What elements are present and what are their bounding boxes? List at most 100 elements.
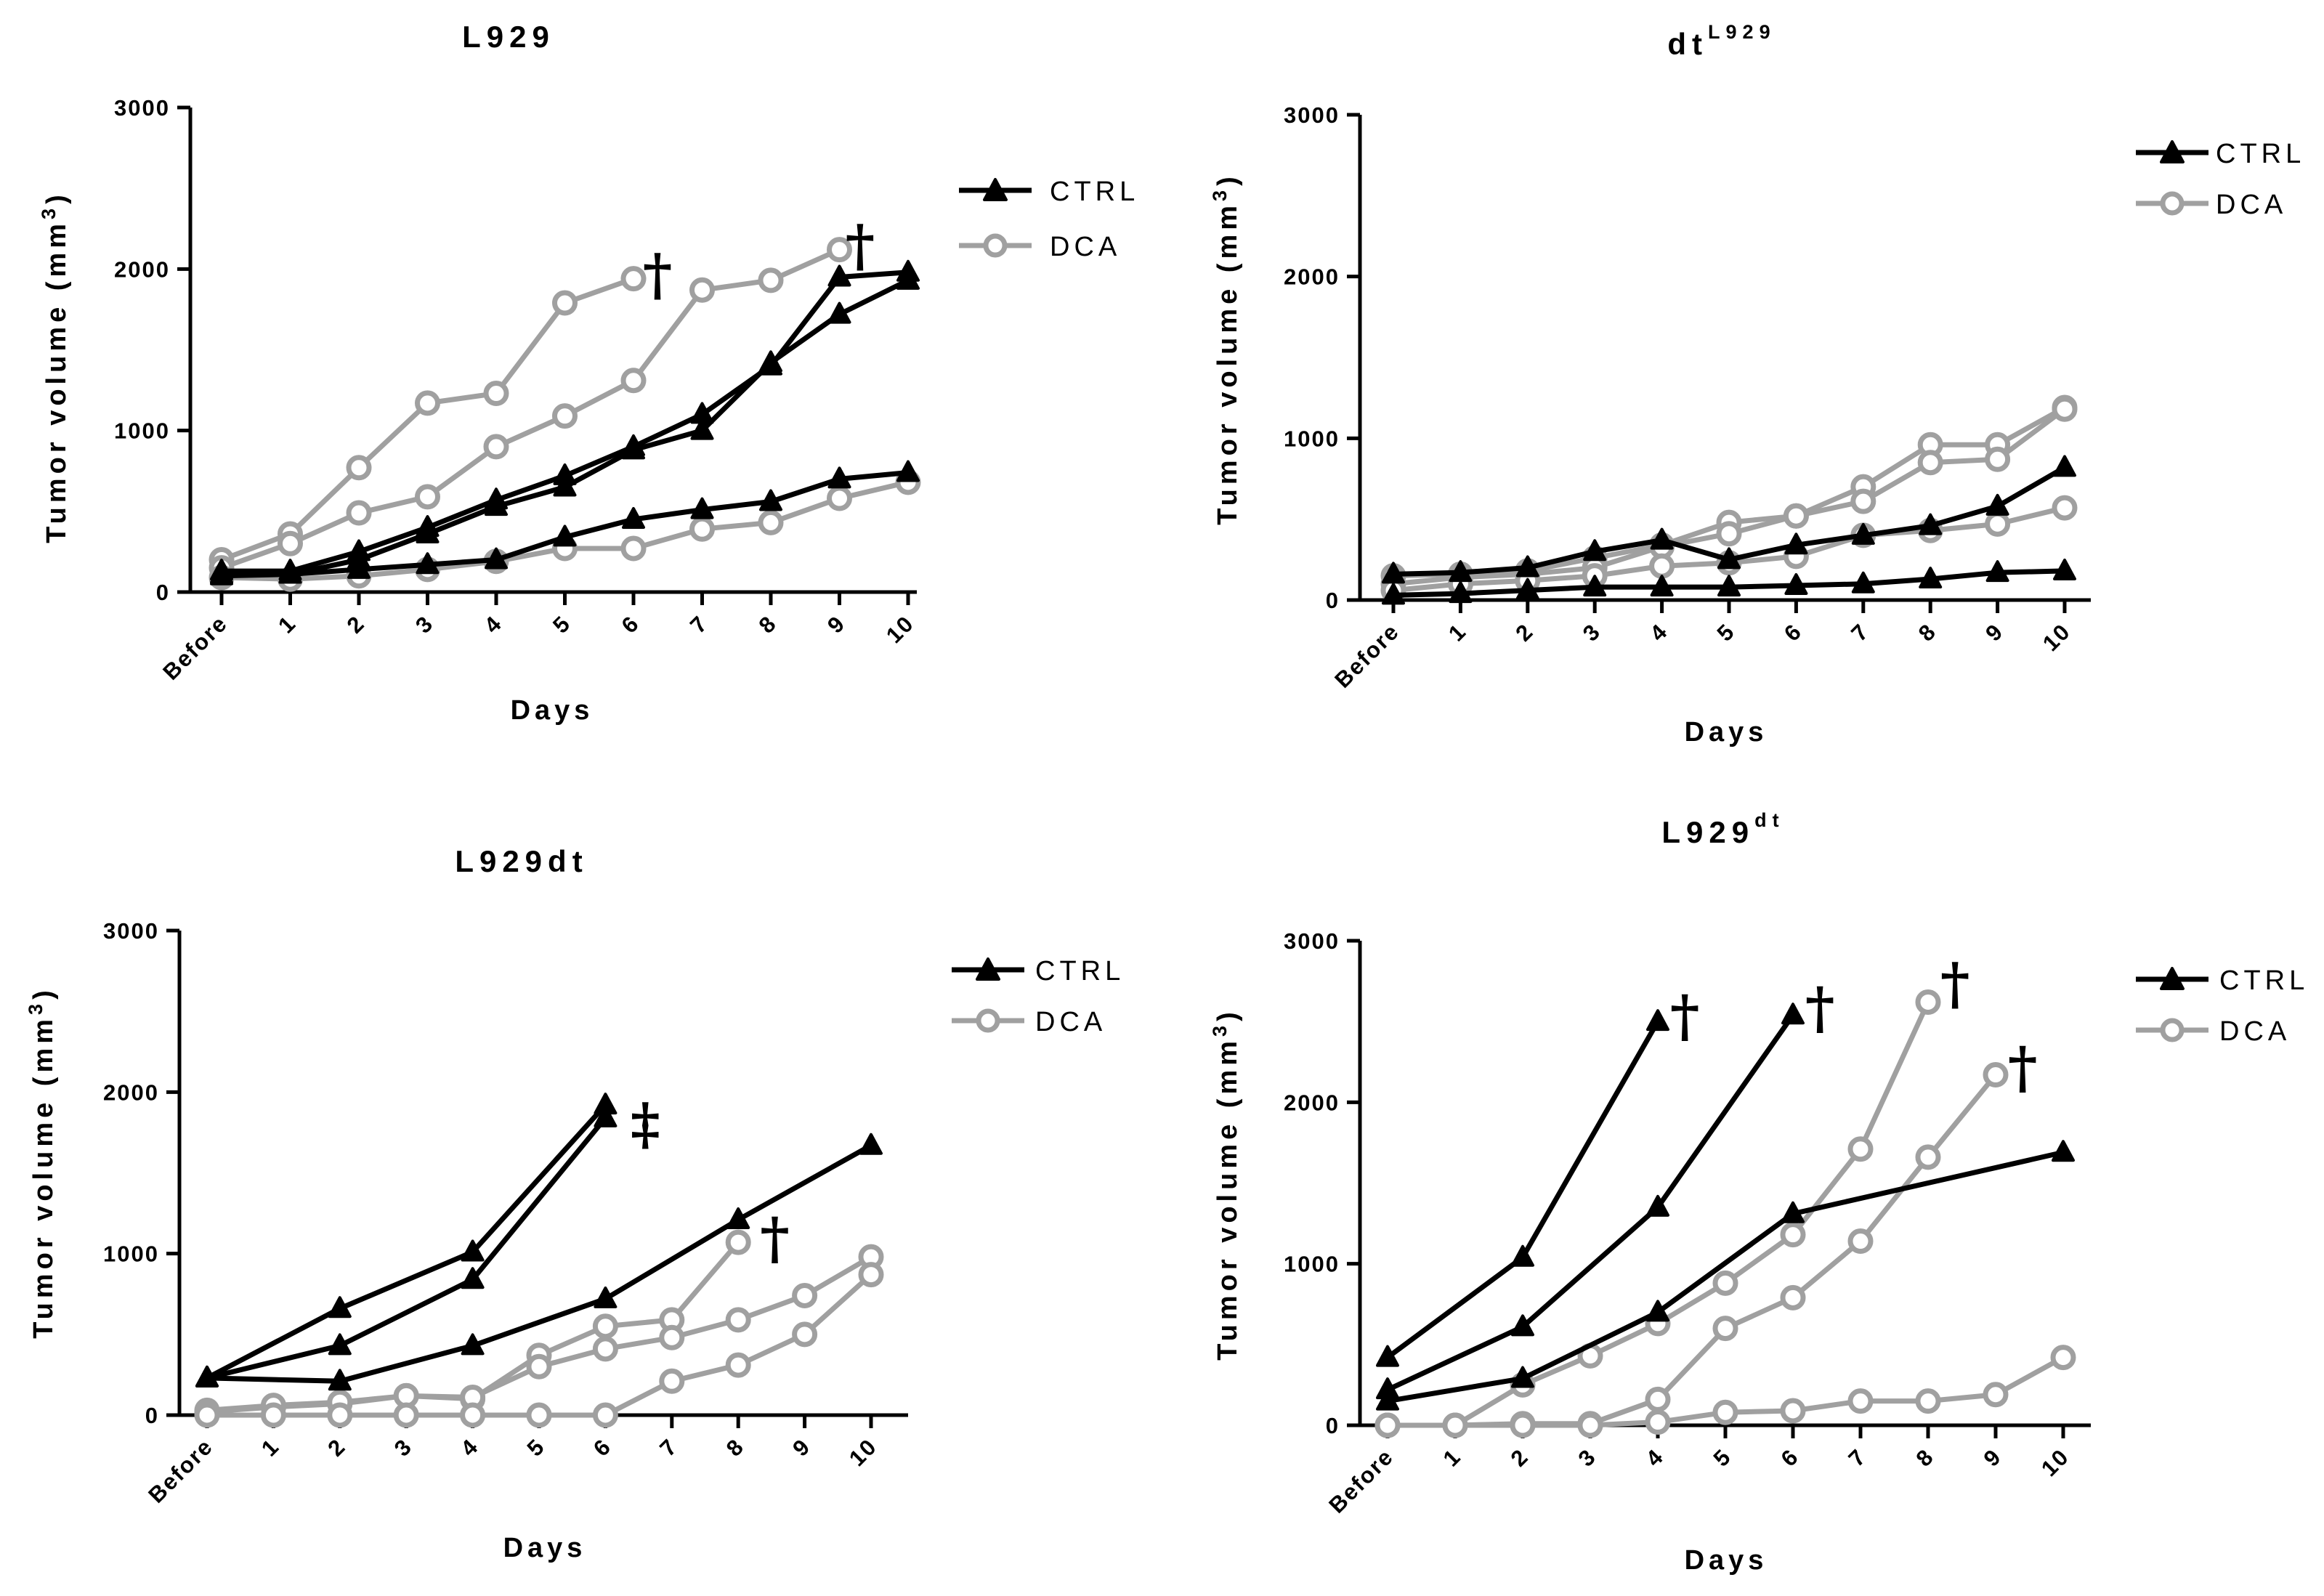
chart-panel-l929-dt-sup: L929dt Tumor volume (mm3) Days 0 1000 2000… <box>1209 809 2304 1576</box>
data-point <box>859 1133 883 1155</box>
legend-ctrl-marker <box>2160 140 2185 163</box>
x-tick-label: 7 <box>1846 618 1874 646</box>
series-ctrl <box>195 1105 618 1388</box>
data-point <box>1985 446 2011 472</box>
data-point <box>260 1402 286 1428</box>
data-point <box>1712 1316 1738 1342</box>
x-tick-label: 1 <box>273 610 301 638</box>
data-point <box>758 267 784 293</box>
data-point <box>194 1402 220 1428</box>
death-marker: † <box>1805 975 1835 1041</box>
data-point <box>1983 1062 2009 1088</box>
y-tick-label: 2000 <box>1284 264 1340 290</box>
data-point <box>594 1286 618 1308</box>
data-point <box>2052 396 2078 422</box>
x-tick-label: 10 <box>881 610 919 648</box>
data-point <box>1983 1382 2009 1408</box>
data-point <box>1847 1136 1874 1162</box>
series-ctrl <box>195 1093 618 1388</box>
data-point <box>858 1262 884 1288</box>
data-point <box>416 521 440 543</box>
x-tick-label: 4 <box>1641 1443 1669 1471</box>
data-point <box>1515 578 1539 600</box>
legend-dca-label: DCA <box>2219 1016 2291 1047</box>
data-point <box>1919 513 1943 535</box>
data-point <box>1919 567 1943 589</box>
y-tick-label: 0 <box>145 1403 159 1428</box>
data-point <box>1780 1222 1806 1248</box>
x-tick-label: 7 <box>1844 1443 1871 1471</box>
data-point <box>592 1313 618 1340</box>
data-point <box>461 1333 485 1356</box>
series-ctrl <box>1382 455 2076 584</box>
data-point <box>2050 1345 2076 1371</box>
data-point <box>689 277 715 303</box>
data-point <box>552 290 578 316</box>
data-point <box>278 562 302 584</box>
y-tick-label: 2000 <box>103 1079 159 1105</box>
chart-title: L929dt <box>455 844 588 878</box>
x-axis-label: Days <box>503 1533 587 1563</box>
data-point <box>1382 583 1405 605</box>
data-point <box>1511 1314 1534 1337</box>
data-point <box>592 1336 618 1362</box>
chart-title: dtL929 <box>1667 21 1776 61</box>
legend-dca-label: DCA <box>1035 1007 1106 1037</box>
data-point <box>415 484 440 510</box>
data-point <box>1449 560 1473 583</box>
x-tick-label: 2 <box>1506 1443 1534 1471</box>
data-point <box>2053 558 2076 580</box>
data-point <box>526 1402 552 1428</box>
x-tick-label: 10 <box>2038 618 2076 656</box>
data-point <box>659 1324 685 1350</box>
data-point <box>725 1352 751 1378</box>
data-point <box>725 1229 751 1255</box>
data-point <box>1510 1412 1536 1438</box>
data-point <box>553 474 577 497</box>
data-point <box>759 489 782 511</box>
series-ctrl <box>1376 1140 2075 1411</box>
data-point <box>1712 1399 1738 1425</box>
legend-dca-marker <box>983 233 1008 258</box>
data-point <box>1376 1388 1399 1411</box>
x-tick-label: 3 <box>1578 618 1606 646</box>
series-line <box>204 1102 608 1381</box>
data-point <box>1717 575 1741 597</box>
death-marker: † <box>643 242 673 308</box>
data-point <box>1376 1345 1399 1367</box>
x-tick-label: 8 <box>721 1433 749 1461</box>
data-point <box>1511 1244 1534 1267</box>
legend-dca-marker <box>2160 191 2185 216</box>
data-point <box>347 556 371 579</box>
x-tick-label: 6 <box>617 610 644 638</box>
x-tick-label: 2 <box>342 610 370 638</box>
legend-dca-marker <box>976 1008 1000 1033</box>
legend-ctrl-marker <box>2160 967 2185 990</box>
x-tick-label: 9 <box>822 610 850 638</box>
y-tick-label: 3000 <box>1284 102 1340 128</box>
x-tick-label: Before <box>158 610 232 685</box>
data-point <box>1780 1284 1806 1311</box>
x-tick-label: 3 <box>389 1433 417 1461</box>
y-tick-label: 3000 <box>103 918 159 944</box>
x-tick-label: 6 <box>1779 618 1807 646</box>
data-point <box>460 1402 486 1428</box>
data-point <box>1985 560 2009 583</box>
data-point <box>725 1307 751 1333</box>
data-point <box>1784 532 1808 555</box>
series-dca <box>208 237 852 581</box>
data-point <box>1783 503 1809 529</box>
x-tick-label: 5 <box>548 610 575 638</box>
data-point <box>461 1267 485 1289</box>
x-tick-label: Before <box>1324 1443 1398 1518</box>
data-point <box>485 547 508 570</box>
death-marker: † <box>845 213 875 279</box>
data-point <box>827 301 851 324</box>
y-tick-label: 3000 <box>1284 928 1340 954</box>
y-axis-label: Tumor volume (mm3) <box>1209 1008 1243 1360</box>
y-axis-label: Tumor volume (mm3) <box>25 986 59 1338</box>
data-point <box>2053 455 2076 477</box>
y-tick-label: 1000 <box>114 418 170 444</box>
data-point <box>553 524 577 547</box>
